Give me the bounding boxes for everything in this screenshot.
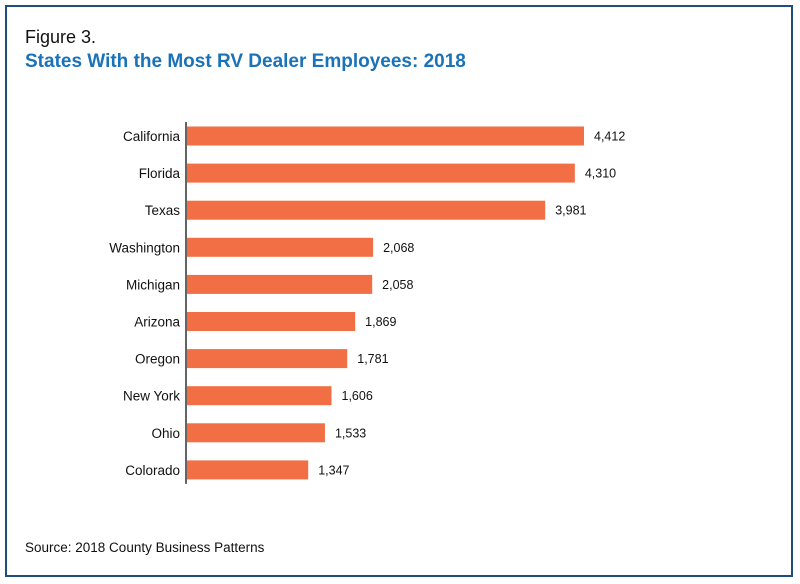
figure-frame: [5, 5, 793, 577]
category-label: Colorado: [125, 463, 180, 478]
category-label: Ohio: [151, 426, 180, 441]
category-label: California: [123, 129, 181, 144]
category-label: Washington: [109, 240, 180, 255]
bar-colorado: [187, 460, 309, 480]
bars-group: California 4,412 Florida 4,310 Texas 3,981 Was…: [109, 126, 625, 480]
value-label: 1,533: [335, 426, 366, 440]
value-label: 1,869: [365, 315, 396, 329]
bar-california: [187, 126, 584, 146]
bar-michigan: [187, 274, 373, 294]
value-label: 1,347: [318, 463, 349, 477]
value-label: 3,981: [555, 204, 586, 218]
source-note: Source: 2018 County Business Patterns: [25, 540, 265, 555]
category-label: Arizona: [134, 315, 180, 330]
chart-title: States With the Most RV Dealer Employees…: [25, 51, 466, 72]
category-label: Texas: [145, 203, 181, 218]
value-label: 2,068: [383, 241, 414, 255]
category-label: Michigan: [126, 277, 180, 292]
value-label: 4,310: [585, 167, 616, 181]
bar-new-york: [187, 386, 332, 406]
value-label: 1,606: [342, 389, 373, 403]
category-label: New York: [123, 389, 180, 404]
bar-florida: [187, 163, 575, 183]
category-label: Oregon: [135, 352, 180, 367]
value-label: 4,412: [594, 130, 625, 144]
value-label: 2,058: [382, 278, 413, 292]
bar-washington: [187, 237, 374, 257]
bar-arizona: [187, 312, 356, 331]
figure-number: Figure 3.: [25, 27, 97, 47]
category-label: Florida: [139, 166, 181, 181]
bar-texas: [187, 200, 546, 220]
bar-oregon: [187, 349, 348, 369]
bar-ohio: [187, 423, 325, 443]
value-label: 1,781: [357, 352, 388, 366]
